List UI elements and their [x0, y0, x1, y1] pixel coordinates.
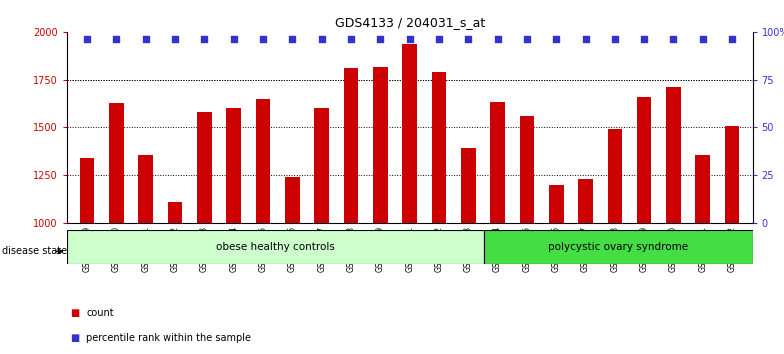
Point — [521, 36, 533, 41]
Point — [345, 36, 358, 41]
Point — [315, 36, 328, 41]
Bar — [695, 155, 710, 223]
Text: percentile rank within the sample: percentile rank within the sample — [86, 333, 251, 343]
Point — [257, 36, 270, 41]
Point — [169, 36, 181, 41]
Title: GDS4133 / 204031_s_at: GDS4133 / 204031_s_at — [335, 16, 485, 29]
Bar — [314, 108, 329, 223]
Point — [403, 36, 416, 41]
Bar — [724, 126, 739, 223]
Bar — [285, 177, 299, 223]
Bar — [666, 87, 681, 223]
Bar — [402, 44, 417, 223]
Point — [111, 36, 123, 41]
Bar — [109, 103, 124, 223]
Bar — [343, 68, 358, 223]
Bar — [461, 148, 476, 223]
Bar — [139, 155, 153, 223]
Point — [81, 36, 93, 41]
Bar — [256, 99, 270, 223]
Point — [550, 36, 562, 41]
Bar — [80, 158, 95, 223]
Point — [198, 36, 211, 41]
Point — [696, 36, 709, 41]
Bar — [373, 67, 387, 223]
Bar — [579, 179, 593, 223]
Bar — [432, 72, 446, 223]
Point — [433, 36, 445, 41]
Text: disease state: disease state — [2, 246, 67, 256]
Bar — [549, 185, 564, 223]
Bar — [168, 202, 183, 223]
Point — [608, 36, 621, 41]
Bar — [637, 97, 652, 223]
Bar — [490, 102, 505, 223]
Text: polycystic ovary syndrome: polycystic ovary syndrome — [548, 242, 688, 252]
Point — [374, 36, 387, 41]
Bar — [197, 112, 212, 223]
Text: ■: ■ — [71, 333, 80, 343]
Bar — [608, 129, 622, 223]
Point — [638, 36, 651, 41]
Point — [286, 36, 299, 41]
Bar — [485, 230, 753, 264]
Point — [227, 36, 240, 41]
Bar — [227, 108, 241, 223]
Bar — [520, 116, 534, 223]
Text: obese healthy controls: obese healthy controls — [216, 242, 335, 252]
Point — [579, 36, 592, 41]
Text: count: count — [86, 308, 114, 318]
Point — [140, 36, 152, 41]
Point — [667, 36, 680, 41]
Bar — [67, 230, 485, 264]
Point — [492, 36, 504, 41]
Text: ■: ■ — [71, 308, 80, 318]
Point — [462, 36, 474, 41]
Point — [726, 36, 739, 41]
